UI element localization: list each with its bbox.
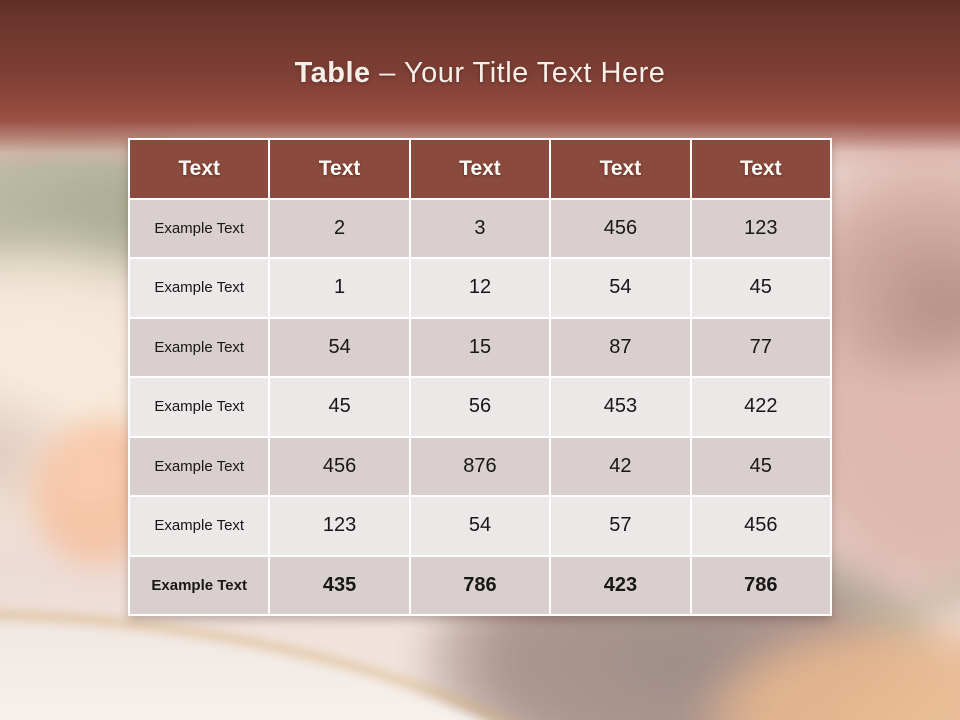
value-cell: 453 <box>551 378 690 436</box>
value-cell: 57 <box>551 497 690 555</box>
value-cell: 15 <box>410 318 550 376</box>
table-header-row: Text Text Text Text Text <box>130 140 830 198</box>
title-separator: – <box>379 57 396 89</box>
table-row: Example Text 45 56 453 422 <box>130 378 830 436</box>
table-total-row: Example Text 435 786 423 786 <box>130 556 830 614</box>
title-rest: Your Title Text Here <box>403 57 666 89</box>
table-row: Example Text 456 876 42 45 <box>130 437 830 495</box>
value-cell: 87 <box>551 318 690 376</box>
value-cell: 77 <box>691 318 830 376</box>
value-cell: 1 <box>270 259 409 317</box>
table-row: Example Text 54 15 87 77 <box>130 318 830 376</box>
row-label-cell: Example Text <box>130 378 269 436</box>
table-row: Example Text 123 54 57 456 <box>130 497 830 555</box>
header-cell: Text <box>691 140 830 198</box>
row-label-cell: Example Text <box>130 318 269 376</box>
table-row: Example Text 1 12 54 45 <box>130 259 830 317</box>
header-cell: Text <box>410 140 550 198</box>
value-cell: 123 <box>691 199 830 257</box>
value-cell: 423 <box>551 556 690 614</box>
value-cell: 54 <box>551 259 690 317</box>
value-cell: 123 <box>270 497 409 555</box>
value-cell: 54 <box>410 497 550 555</box>
value-cell: 12 <box>410 259 550 317</box>
row-label-cell: Example Text <box>130 199 269 257</box>
value-cell: 786 <box>410 556 550 614</box>
value-cell: 56 <box>410 378 550 436</box>
row-label-cell: Example Text <box>130 556 269 614</box>
header-cell: Text <box>130 140 269 198</box>
value-cell: 54 <box>270 318 409 376</box>
row-label-cell: Example Text <box>130 497 269 555</box>
value-cell: 456 <box>270 437 409 495</box>
data-table: Text Text Text Text Text Example Text 2 … <box>128 138 832 616</box>
value-cell: 422 <box>691 378 830 436</box>
value-cell: 45 <box>691 437 830 495</box>
row-label-cell: Example Text <box>130 259 269 317</box>
value-cell: 3 <box>410 199 550 257</box>
title-prefix: Table <box>294 57 371 89</box>
value-cell: 2 <box>270 199 409 257</box>
value-cell: 786 <box>691 556 830 614</box>
value-cell: 435 <box>270 556 409 614</box>
value-cell: 876 <box>410 437 550 495</box>
value-cell: 456 <box>691 497 830 555</box>
table-row: Example Text 2 3 456 123 <box>130 199 830 257</box>
header-cell: Text <box>551 140 690 198</box>
row-label-cell: Example Text <box>130 437 269 495</box>
value-cell: 42 <box>551 437 690 495</box>
value-cell: 45 <box>270 378 409 436</box>
header-cell: Text <box>270 140 409 198</box>
value-cell: 456 <box>551 199 690 257</box>
value-cell: 45 <box>691 259 830 317</box>
slide-title: Table – Your Title Text Here <box>0 57 960 90</box>
